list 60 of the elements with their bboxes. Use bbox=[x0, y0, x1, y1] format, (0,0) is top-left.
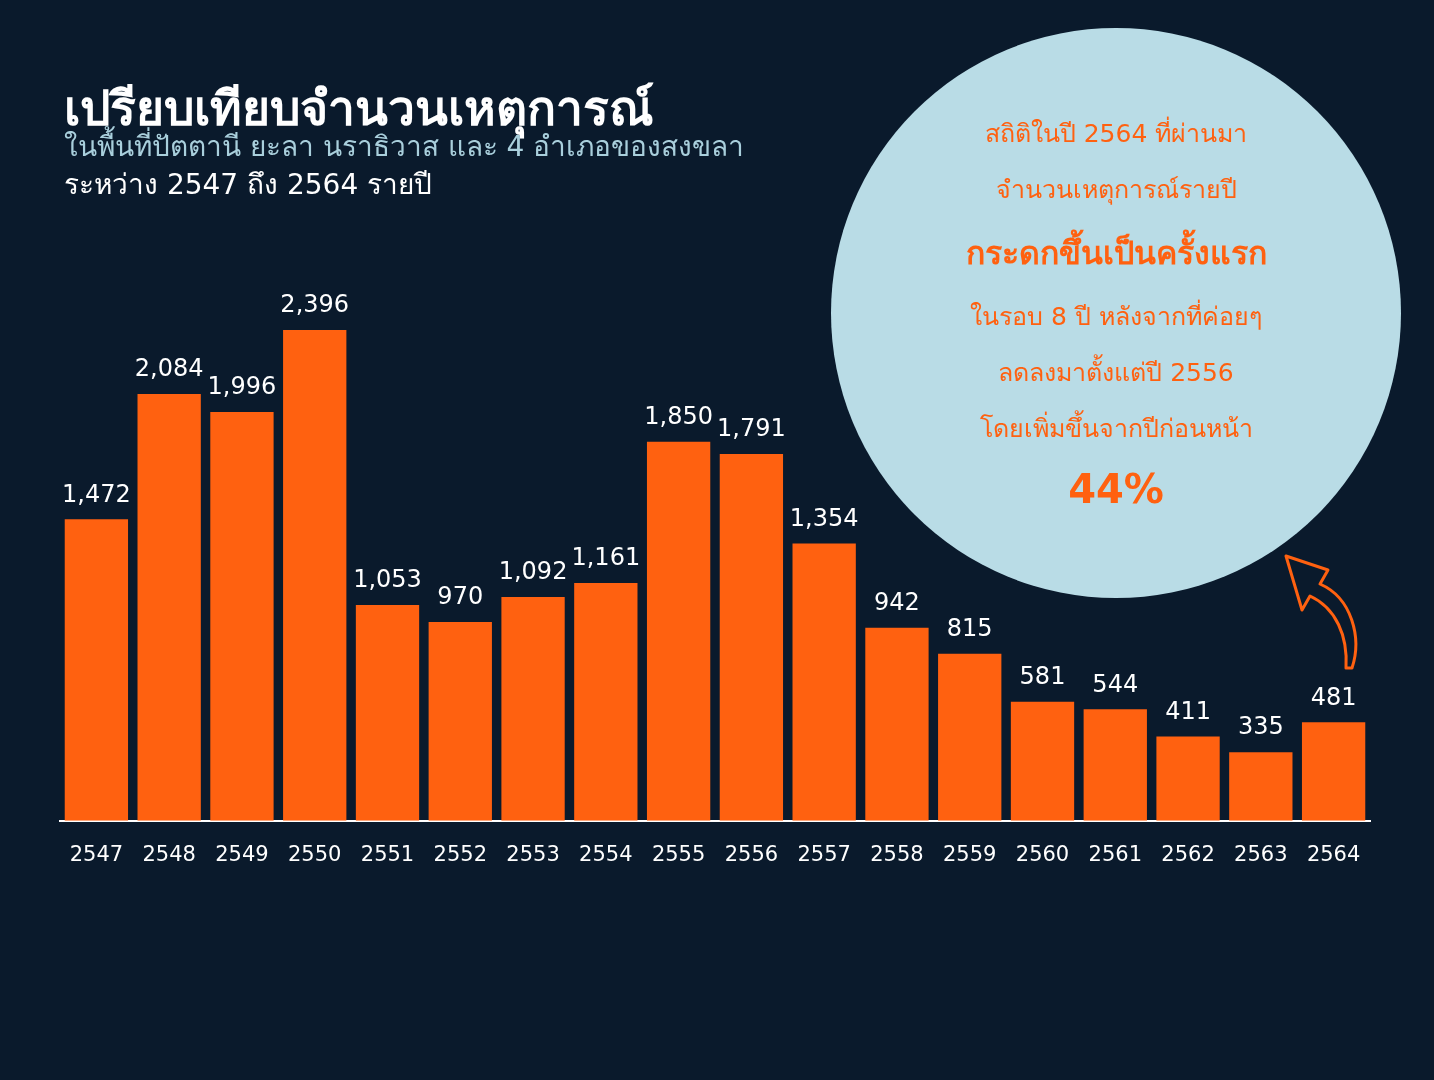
x-tick-label: 2564 bbox=[1306, 841, 1361, 866]
data-label: 1,053 bbox=[353, 565, 422, 594]
data-label: 1,092 bbox=[498, 557, 568, 586]
data-label: 544 bbox=[1092, 669, 1139, 698]
x-tick-label: 2561 bbox=[1088, 841, 1142, 866]
bar bbox=[1083, 709, 1147, 821]
x-tick-label: 2551 bbox=[360, 841, 415, 866]
x-tick-label: 2563 bbox=[1234, 841, 1288, 866]
data-label: 2,396 bbox=[280, 290, 350, 319]
text: จำนวนเหตุการณ์รายปี bbox=[995, 174, 1237, 204]
data-label: 1,354 bbox=[789, 503, 859, 532]
bar bbox=[210, 411, 274, 821]
bar bbox=[1156, 736, 1220, 821]
annotation: 44% bbox=[1068, 465, 1164, 512]
data-label: 1,996 bbox=[207, 372, 277, 401]
x-tick-label: 2562 bbox=[1161, 841, 1215, 866]
bar bbox=[1229, 752, 1293, 821]
x-tick-label: 2555 bbox=[651, 841, 706, 866]
bar bbox=[574, 582, 638, 821]
data-label: 481 bbox=[1310, 682, 1357, 711]
data-label: 1,791 bbox=[717, 414, 786, 443]
x-tick-label: 2553 bbox=[506, 841, 560, 866]
data-label: 942 bbox=[874, 588, 920, 617]
data-label: 581 bbox=[1019, 662, 1066, 691]
bar bbox=[64, 519, 129, 821]
annotation: ลดลงมาตั้งแต่ปี 2556 bbox=[998, 353, 1234, 389]
data-label: 2,084 bbox=[134, 354, 204, 383]
x-tick-label: 2550 bbox=[288, 841, 342, 866]
x-tick-label: 2549 bbox=[215, 841, 269, 866]
text: สถิติในปี 2564 ที่ผ่านมา bbox=[984, 118, 1248, 148]
bar bbox=[1010, 701, 1075, 821]
x-tick-label: 2558 bbox=[870, 841, 924, 866]
data-label: 1,472 bbox=[62, 479, 131, 508]
bar bbox=[137, 393, 201, 821]
x-tick-label: 2554 bbox=[579, 841, 633, 866]
bar bbox=[646, 441, 711, 821]
x-tick-label: 2547 bbox=[69, 841, 124, 866]
annotation: โดยเพิ่มขึ้นจากปีก่อนหน้า bbox=[979, 409, 1253, 445]
data-label: 970 bbox=[437, 582, 484, 611]
x-tick-label: 2557 bbox=[797, 841, 851, 866]
data-label: 815 bbox=[946, 614, 993, 643]
bar bbox=[792, 543, 856, 821]
x-tick-label: 2552 bbox=[433, 841, 487, 866]
x-tick-label: 2556 bbox=[724, 841, 779, 866]
bar bbox=[355, 605, 420, 821]
data-label: 1,850 bbox=[644, 402, 713, 431]
bar bbox=[938, 653, 1002, 821]
bar bbox=[865, 627, 929, 821]
x-tick-label: 2560 bbox=[1015, 841, 1070, 866]
annotation: ในรอบ 8 ปี หลังจากที่ค่อยๆ bbox=[970, 298, 1262, 333]
bar bbox=[719, 453, 784, 821]
bar bbox=[283, 330, 347, 821]
data-label: 411 bbox=[1165, 696, 1211, 725]
data-label: 1,161 bbox=[571, 543, 641, 572]
x-tick-label: 2548 bbox=[142, 841, 196, 866]
x-tick-label: 2559 bbox=[943, 841, 997, 866]
data-label: 335 bbox=[1237, 712, 1284, 741]
bar bbox=[501, 597, 565, 821]
bar bbox=[428, 622, 492, 821]
bar bbox=[1301, 722, 1366, 821]
